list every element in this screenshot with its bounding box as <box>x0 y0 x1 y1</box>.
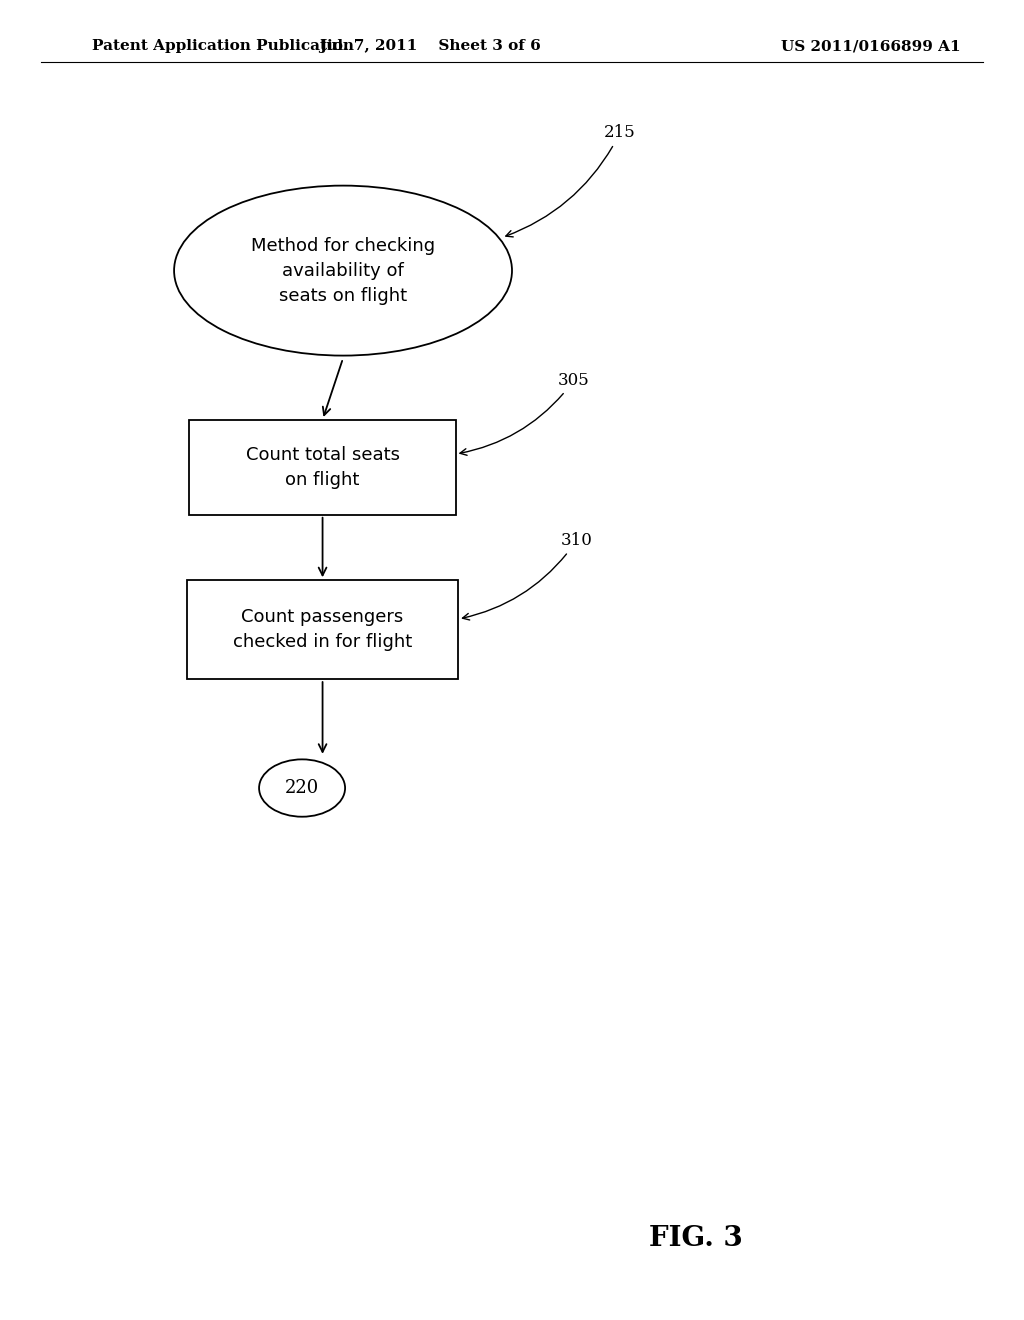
Text: 310: 310 <box>463 532 593 620</box>
Text: Jul. 7, 2011    Sheet 3 of 6: Jul. 7, 2011 Sheet 3 of 6 <box>319 40 541 53</box>
Text: Patent Application Publication: Patent Application Publication <box>92 40 354 53</box>
Text: Method for checking
availability of
seats on flight: Method for checking availability of seat… <box>251 236 435 305</box>
FancyBboxPatch shape <box>189 420 456 515</box>
Text: FIG. 3: FIG. 3 <box>649 1225 743 1251</box>
Text: Count total seats
on flight: Count total seats on flight <box>246 446 399 488</box>
Text: 215: 215 <box>506 124 636 236</box>
FancyBboxPatch shape <box>186 581 459 678</box>
Ellipse shape <box>174 186 512 355</box>
Text: 305: 305 <box>460 372 590 455</box>
Ellipse shape <box>259 759 345 817</box>
Text: 220: 220 <box>285 779 319 797</box>
Text: US 2011/0166899 A1: US 2011/0166899 A1 <box>780 40 961 53</box>
Text: Count passengers
checked in for flight: Count passengers checked in for flight <box>232 609 413 651</box>
